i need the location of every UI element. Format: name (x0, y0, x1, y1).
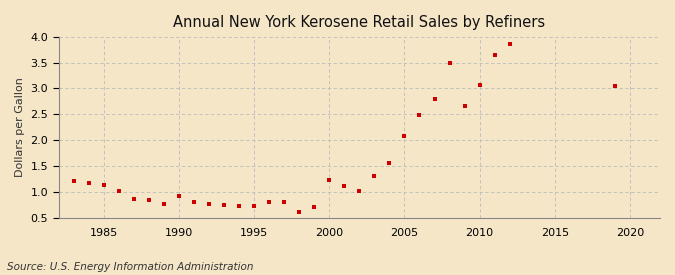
Point (444, 60, 455, 65)
Point (219, 203, 230, 207)
Point (504, 42, 515, 47)
Point (475, 82, 485, 87)
Point (188, 200, 199, 204)
Point (234, 204, 244, 208)
Point (144, 198, 155, 202)
Point (128, 197, 139, 201)
Point (279, 199, 290, 204)
Text: Source: U.S. Energy Information Administration: Source: U.S. Energy Information Administ… (7, 262, 253, 272)
Point (384, 161, 395, 166)
Title: Annual New York Kerosene Retail Sales by Refiners: Annual New York Kerosene Retail Sales by… (173, 15, 545, 30)
Point (369, 174, 380, 178)
Point (339, 184, 350, 188)
Point (459, 104, 470, 108)
Point (84, 181, 95, 185)
Point (159, 201, 169, 206)
Point (173, 194, 184, 199)
Point (294, 210, 304, 214)
Point (248, 204, 259, 208)
Point (429, 97, 440, 101)
Point (354, 189, 364, 193)
Point (399, 134, 410, 139)
Point (489, 53, 500, 57)
Point (610, 84, 620, 88)
Point (309, 205, 320, 209)
Point (113, 189, 124, 193)
Point (204, 202, 215, 206)
Point (414, 112, 425, 117)
Point (264, 200, 275, 204)
Point (324, 178, 335, 182)
Point (68, 179, 79, 184)
Point (99, 182, 109, 187)
Y-axis label: Dollars per Gallon: Dollars per Gallon (15, 77, 25, 177)
